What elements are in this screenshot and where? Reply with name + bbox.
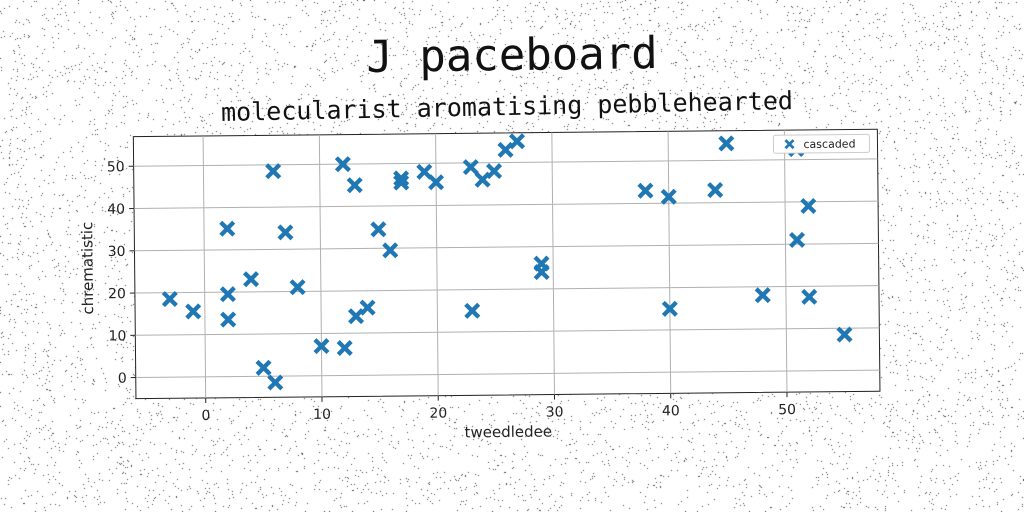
data-point [707, 181, 724, 199]
x-grid-line [783, 130, 788, 393]
data-point [289, 279, 306, 296]
x-tick-label: 30 [546, 404, 564, 420]
data-point [800, 197, 817, 215]
legend-marker-icon [784, 139, 795, 150]
data-point [533, 255, 550, 272]
data-point [336, 339, 353, 357]
data-point [660, 188, 677, 205]
data-point [346, 177, 363, 194]
data-point [464, 302, 481, 319]
data-point [718, 135, 735, 152]
y-tick-label: 0 [118, 371, 127, 387]
data-point [161, 290, 178, 308]
data-point [661, 300, 678, 317]
data-point [220, 311, 237, 328]
legend-box [772, 133, 871, 154]
data-point [754, 287, 771, 304]
data-point [219, 286, 236, 303]
x-tick-label: 50 [778, 402, 796, 418]
data-point [486, 163, 503, 180]
data-point [462, 159, 479, 176]
data-point [265, 163, 282, 180]
y-tick-label: 20 [108, 286, 126, 302]
legend: cascaded [772, 133, 871, 154]
data-point [382, 242, 399, 259]
data-point [277, 224, 294, 241]
data-point [497, 141, 514, 158]
x-tick-label: 0 [201, 408, 210, 424]
data-point [347, 308, 365, 325]
y-grid-line [135, 327, 880, 336]
data-point [334, 156, 351, 173]
y-tick-label: 10 [108, 328, 126, 344]
data-point [219, 220, 236, 237]
x-axis-label: tweedledee [464, 423, 552, 442]
plot-frame [132, 128, 881, 400]
data-point [359, 299, 376, 316]
y-tick-label: 40 [107, 202, 125, 218]
data-point [416, 163, 433, 180]
y-grid-line [134, 285, 879, 294]
x-tick-label: 40 [662, 403, 680, 419]
x-grid-line [318, 134, 323, 397]
data-point [428, 174, 445, 191]
y-grid-line [134, 242, 879, 252]
data-point [185, 303, 202, 320]
y-grid-line [135, 369, 880, 379]
data-point [255, 359, 272, 376]
x-grid-line [551, 132, 555, 395]
grid-lines [133, 130, 880, 398]
data-point [242, 271, 260, 288]
data-point [267, 374, 284, 391]
data-point [836, 326, 853, 343]
data-point [393, 170, 410, 187]
x-tick-label: 10 [313, 407, 331, 423]
y-axis-label: chrematistic [78, 222, 97, 315]
data-points [161, 133, 853, 391]
data-point [508, 133, 526, 150]
x-grid-line [202, 135, 207, 398]
legend-marker-shape [784, 139, 795, 150]
data-point [474, 171, 491, 188]
x-axis-ticks: 0 10 20 30 40 50 [201, 392, 796, 424]
y-grid-line [134, 200, 879, 210]
plot-area: 0 10 20 30 40 50 0 10 20 30 40 50 cascaded tweedle… [78, 128, 881, 442]
data-point [313, 338, 330, 355]
x-grid-line [435, 133, 439, 396]
data-point [789, 231, 806, 248]
data-point [637, 182, 654, 199]
data-point [801, 288, 818, 305]
legend-entry-cascaded: cascaded [803, 137, 855, 151]
data-point [370, 221, 387, 238]
x-tick-label: 20 [429, 406, 447, 422]
y-tick-label: 50 [107, 159, 125, 175]
x-grid-line [667, 131, 672, 394]
y-grid-line [133, 158, 878, 167]
y-tick-label: 30 [108, 244, 126, 260]
y-axis-ticks: 0 10 20 30 40 50 [107, 159, 136, 387]
data-point [393, 174, 410, 191]
